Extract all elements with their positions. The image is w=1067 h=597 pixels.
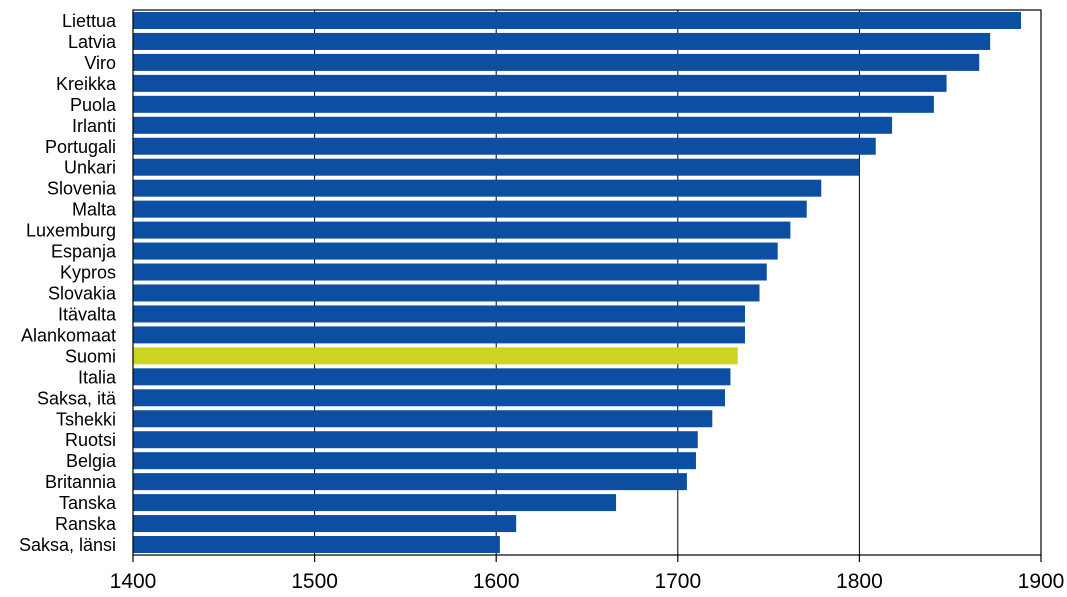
- category-label: Portugali: [45, 137, 116, 157]
- bar-ranska: [133, 515, 517, 533]
- bar-saksa-länsi: [133, 536, 500, 554]
- category-label: Malta: [72, 200, 117, 220]
- bar-saksa-itä: [133, 389, 726, 407]
- category-label: Tshekki: [56, 409, 116, 429]
- category-label: Espanja: [51, 242, 117, 262]
- bar-unkari: [133, 158, 860, 176]
- x-tick-label: 1500: [291, 570, 338, 593]
- bar-malta: [133, 200, 807, 218]
- bar-luxemburg: [133, 221, 791, 239]
- category-label: Saksa, länsi: [19, 535, 116, 555]
- bar-liettua: [133, 11, 1022, 29]
- category-label: Ruotsi: [65, 430, 116, 450]
- bar-portugali: [133, 137, 876, 155]
- x-tick-labels: 1400 1500 1600 1700 1800 1900: [110, 555, 1065, 593]
- bar-kypros: [133, 263, 767, 281]
- category-labels: LiettuaLatviaViroKreikkaPuolaIrlantiPort…: [19, 11, 117, 555]
- category-label: Viro: [84, 53, 116, 73]
- bar-slovakia: [133, 284, 760, 302]
- category-label: Ranska: [55, 514, 117, 534]
- category-label: Alankomaat: [21, 325, 116, 345]
- category-label: Suomi: [65, 346, 116, 366]
- bar-britannia: [133, 473, 687, 491]
- bar-latvia: [133, 32, 991, 50]
- bar-kreikka: [133, 74, 947, 92]
- bar-tshekki: [133, 410, 713, 428]
- category-label: Luxemburg: [26, 221, 116, 241]
- x-tick-label: 1700: [654, 570, 701, 593]
- bar-suomi: [133, 347, 738, 365]
- category-label: Italia: [78, 367, 117, 387]
- x-tick-label: 1900: [1018, 570, 1065, 593]
- category-label: Puola: [70, 95, 117, 115]
- bar-alankomaat: [133, 326, 745, 344]
- category-label: Kypros: [60, 263, 116, 283]
- bar-puola: [133, 95, 934, 113]
- bar-irlanti: [133, 116, 893, 134]
- category-label: Liettua: [62, 11, 117, 31]
- category-label: Slovenia: [47, 179, 117, 199]
- category-label: Unkari: [64, 158, 116, 178]
- x-tick-label: 1400: [110, 570, 157, 593]
- category-label: Itävalta: [58, 304, 117, 324]
- bars: [133, 11, 1022, 554]
- category-label: Latvia: [68, 32, 117, 52]
- bar-itävalta: [133, 305, 745, 323]
- category-label: Irlanti: [72, 116, 116, 136]
- bar-italia: [133, 368, 731, 386]
- bar-slovenia: [133, 179, 822, 197]
- category-label: Slovakia: [48, 283, 117, 303]
- plot-frame: [132, 9, 1042, 556]
- x-tick-label: 1600: [473, 570, 520, 593]
- category-label: Kreikka: [56, 74, 117, 94]
- bar-espanja: [133, 242, 778, 260]
- category-label: Saksa, itä: [37, 388, 117, 408]
- bar-viro: [133, 53, 980, 71]
- bar-belgia: [133, 452, 696, 470]
- bar-tanska: [133, 494, 617, 512]
- category-label: Britannia: [45, 472, 117, 492]
- bar-ruotsi: [133, 431, 698, 449]
- category-label: Tanska: [59, 493, 117, 513]
- x-tick-label: 1800: [836, 570, 883, 593]
- category-label: Belgia: [66, 451, 117, 471]
